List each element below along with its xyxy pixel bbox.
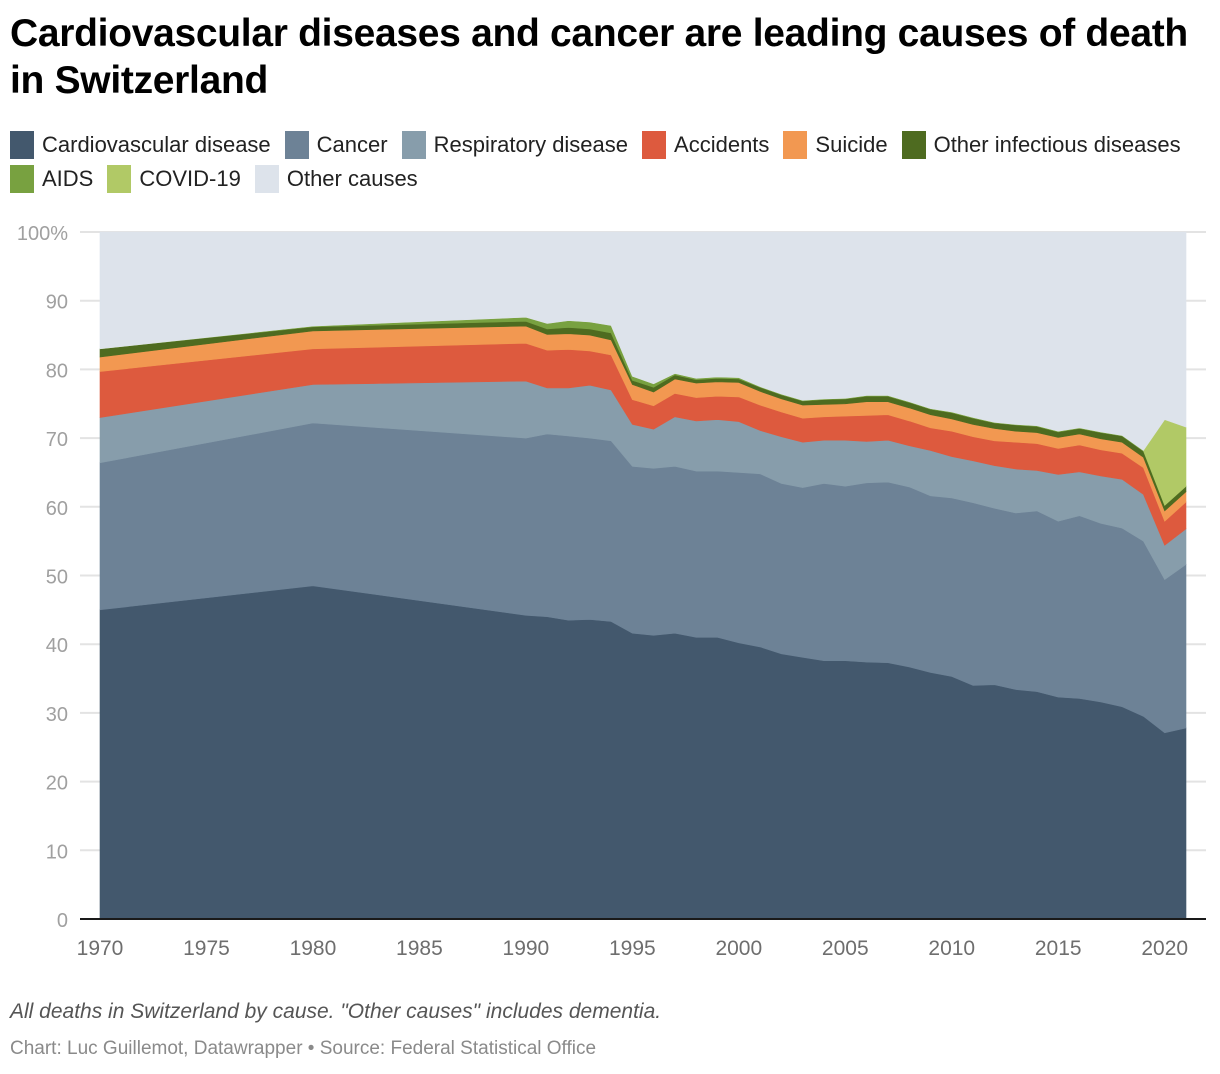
legend-swatch: [401, 131, 426, 159]
legend-item-accidents: Accidents: [642, 128, 769, 162]
legend-swatch: [783, 131, 808, 159]
y-axis: 0 10 20 30 40 50 60 70 80 90 100%: [17, 223, 68, 932]
legend-swatch: [642, 131, 667, 159]
legend-item-respiratory-disease: Respiratory disease: [401, 128, 629, 162]
area-other-causes: [99, 231, 1187, 451]
legend-item-covid-19: COVID-19: [107, 162, 241, 196]
x-tick-label: 1975: [183, 937, 230, 960]
legend-label: Cancer: [316, 132, 388, 157]
legend-swatch: [254, 165, 279, 193]
y-tick-label: 40: [46, 635, 68, 657]
legend-swatch: [284, 131, 309, 159]
legend-label: Accidents: [674, 132, 770, 157]
areas: [80, 231, 1206, 920]
legend-item-other-causes: Other causes: [254, 162, 418, 196]
y-tick-label: 80: [46, 360, 68, 382]
chart-notes: All deaths in Switzerland by cause. "Oth…: [10, 1000, 662, 1023]
legend-label: Other causes: [286, 166, 418, 191]
legend-item-cardiovascular-disease: Cardiovascular disease: [10, 128, 271, 162]
y-tick-label: 90: [46, 292, 68, 314]
y-tick-label: 20: [46, 773, 68, 795]
y-tick-label: 70: [46, 429, 68, 451]
legend-label: Suicide: [815, 132, 888, 157]
legend-swatch: [901, 131, 926, 159]
legend-swatch: [10, 131, 34, 159]
legend-swatch: [10, 165, 34, 193]
stacked-area-chart: 0 10 20 30 40 50 60 70 80 90 100% 1970 1975 1980 1985…: [17, 223, 1206, 960]
x-tick-label: 2005: [822, 937, 869, 960]
legend-item-aids: AIDS: [10, 162, 93, 196]
x-axis: 1970 1975 1980 1985 1990 1995 2000 2005 2010 2015…: [77, 937, 1188, 960]
legend-label: COVID-19: [139, 166, 241, 191]
legend-label: Respiratory disease: [433, 132, 629, 157]
legend-item-suicide: Suicide: [783, 128, 888, 162]
chart-title: Cardiovascular diseases and cancer are l…: [10, 12, 1188, 102]
x-tick-label: 2000: [715, 937, 762, 960]
y-tick-label: 100%: [17, 223, 68, 245]
x-tick-label: 1970: [77, 937, 124, 960]
legend-label: Other infectious diseases: [933, 132, 1181, 157]
legend-item-other-infectious-diseases: Other infectious diseases: [901, 128, 1181, 162]
x-tick-label: 1995: [609, 937, 656, 960]
x-tick-label: 2015: [1035, 937, 1082, 960]
y-tick-label: 50: [46, 567, 68, 589]
x-tick-label: 2010: [928, 937, 975, 960]
y-tick-label: 10: [46, 841, 68, 863]
legend-swatch: [107, 165, 132, 193]
legend-label: Cardiovascular disease: [42, 132, 271, 157]
x-tick-label: 1985: [396, 937, 443, 960]
legend-item-cancer: Cancer: [284, 128, 388, 162]
y-tick-label: 60: [46, 498, 68, 520]
legend: Cardiovascular disease Cancer Respiratory …: [10, 128, 1215, 196]
x-tick-label: 2020: [1141, 937, 1188, 960]
x-tick-label: 1990: [503, 937, 550, 960]
y-tick-label: 30: [46, 704, 68, 726]
legend-label: AIDS: [42, 166, 94, 191]
chart-byline: Chart: Luc Guillemot, Datawrapper • Sour…: [10, 1038, 597, 1059]
y-tick-label: 0: [57, 910, 68, 932]
x-tick-label: 1980: [290, 937, 337, 960]
